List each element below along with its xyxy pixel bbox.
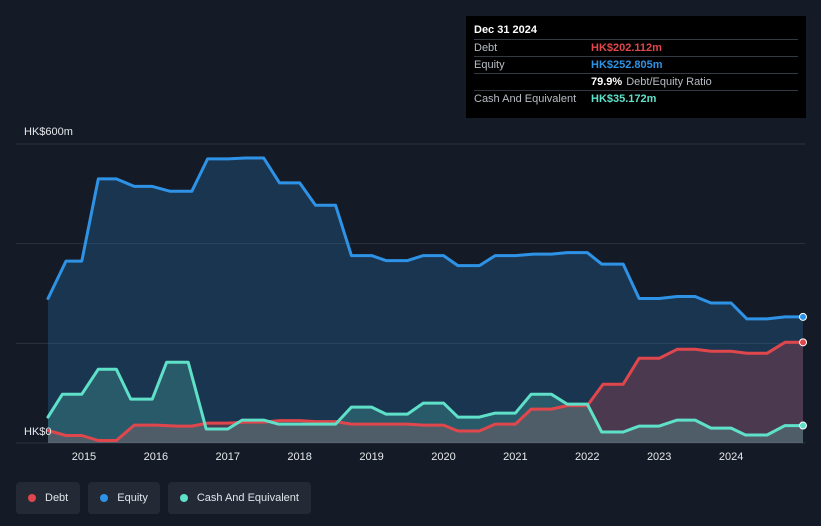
tooltip-cash-label: Cash And Equivalent — [474, 93, 577, 105]
debt-dot-icon — [28, 494, 36, 502]
series-end-markers — [799, 312, 807, 430]
x-tick-label-2021: 2021 — [503, 451, 527, 463]
legend-debt-label: Debt — [45, 492, 69, 504]
equity-end-marker — [799, 312, 807, 321]
debt-area — [48, 342, 803, 443]
tooltip-debt-value: HK$202.112m — [591, 42, 662, 54]
grid-lines — [16, 143, 805, 444]
debt-end-marker — [799, 338, 807, 347]
legend-item-cash[interactable]: Cash And Equivalent — [167, 482, 311, 514]
x-tick-label-2018: 2018 — [287, 451, 311, 463]
axis-labels: HK$600m HK$0 2015 2016 2017 2018 2019 2020 2021 2… — [24, 126, 743, 463]
tooltip-row-equity: Equity HK$252.805m — [474, 56, 798, 73]
tooltip-debt-label: Debt — [474, 42, 498, 54]
debt-line — [46, 340, 805, 442]
cash-line — [46, 360, 805, 437]
equity-area — [48, 158, 803, 443]
chart-legend: Debt Equity Cash And Equivalent — [16, 482, 311, 514]
legend-item-equity[interactable]: Equity — [88, 482, 160, 514]
tooltip-row-cash: Cash And Equivalent HK$35.172m — [474, 90, 798, 107]
series-lines — [46, 156, 805, 442]
x-tick-label-2016: 2016 — [144, 451, 168, 463]
tooltip-cash-value: HK$35.172m — [591, 93, 657, 105]
x-tick-label-2015: 2015 — [72, 451, 96, 463]
x-tick-label-2019: 2019 — [359, 451, 383, 463]
x-tick-label-2022: 2022 — [575, 451, 599, 463]
series-areas — [48, 158, 803, 443]
x-tick-label-2017: 2017 — [216, 451, 240, 463]
x-tick-label-2020: 2020 — [431, 451, 455, 463]
legend-item-debt[interactable]: Debt — [16, 482, 81, 514]
x-tick-label-2023: 2023 — [647, 451, 671, 463]
tooltip-ratio-label: Debt/Equity Ratio — [626, 76, 712, 88]
legend-cash-label: Cash And Equivalent — [196, 492, 299, 504]
tooltip-row-ratio: 79.9% Debt/Equity Ratio — [474, 73, 798, 90]
cash-end-marker — [799, 421, 807, 430]
y-tick-label-zero: HK$0 — [24, 426, 52, 438]
equity-line — [46, 156, 805, 321]
cash-dot-icon — [179, 494, 188, 502]
tooltip-equity-label: Equity — [474, 59, 505, 71]
legend-equity-label: Equity — [117, 492, 148, 504]
tooltip-equity-value: HK$252.805m — [591, 59, 663, 71]
tooltip-panel: Dec 31 2024 Debt HK$202.112m Equity HK$2… — [466, 16, 806, 118]
equity-dot-icon — [100, 494, 109, 502]
tooltip-date: Dec 31 2024 — [474, 24, 537, 36]
x-tick-label-2024: 2024 — [719, 451, 743, 463]
y-tick-label-top: HK$600m — [24, 126, 73, 138]
tooltip-ratio-value: 79.9% — [591, 76, 623, 88]
tooltip-row-debt: Debt HK$202.112m — [474, 39, 798, 56]
